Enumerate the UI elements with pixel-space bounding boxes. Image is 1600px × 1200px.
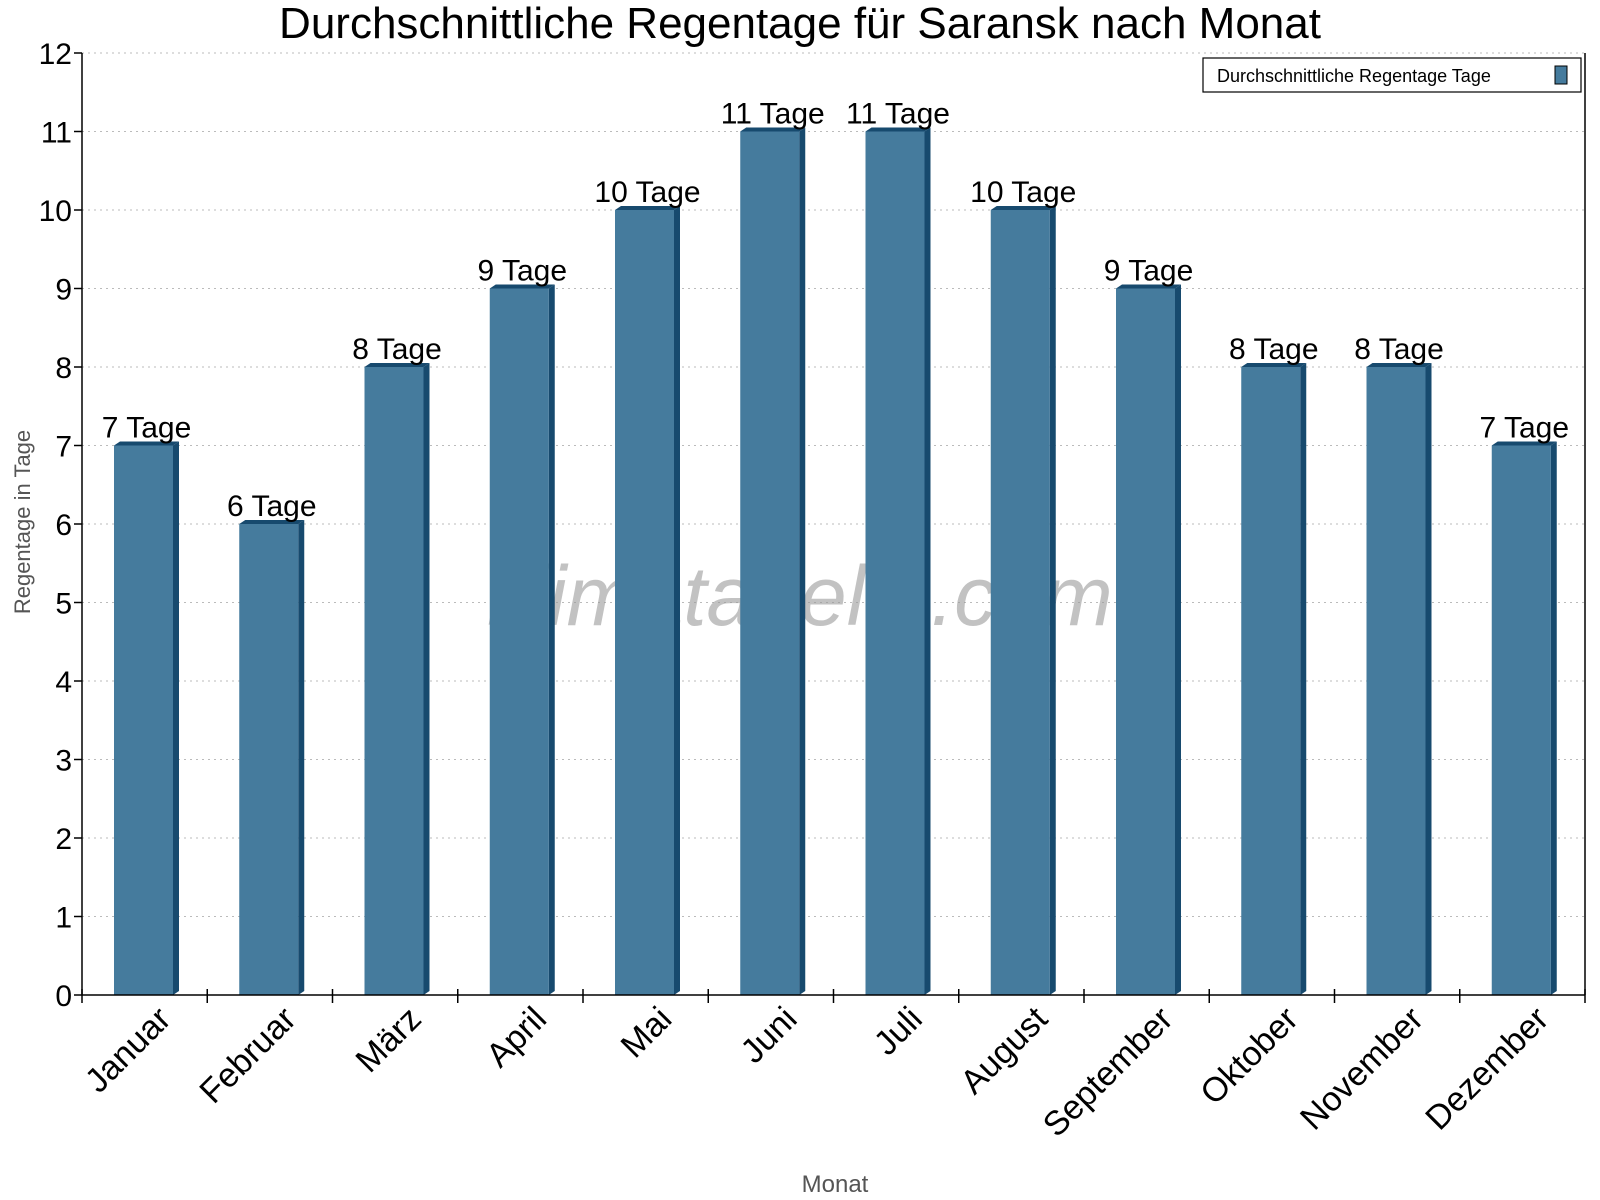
data-label: 6 Tage bbox=[227, 490, 317, 523]
y-tick-label: 5 bbox=[55, 588, 72, 621]
x-tick-label: Juni bbox=[734, 1000, 805, 1071]
data-label: 11 Tage bbox=[846, 98, 950, 131]
x-tick-label: Juli bbox=[867, 1000, 930, 1063]
x-tick-label: September bbox=[1036, 1000, 1180, 1144]
data-label: 7 Tage bbox=[1479, 412, 1569, 445]
y-tick-label: 9 bbox=[55, 274, 72, 307]
bar-top bbox=[489, 284, 555, 289]
chart-title: Durchschnittliche Regentage für Saransk … bbox=[279, 0, 1321, 48]
bar-side bbox=[173, 441, 179, 995]
x-tick-label: Mai bbox=[614, 1000, 680, 1066]
y-tick-label: 6 bbox=[55, 509, 72, 542]
x-tick-label: November bbox=[1293, 1000, 1431, 1138]
bar-top bbox=[865, 127, 931, 132]
bar bbox=[489, 288, 549, 995]
bar-top bbox=[1241, 363, 1307, 367]
data-label: 8 Tage bbox=[352, 333, 442, 366]
bar-side bbox=[1175, 284, 1181, 995]
bar bbox=[1491, 445, 1551, 995]
legend-swatch bbox=[1554, 65, 1568, 85]
x-tick-label: April bbox=[479, 1000, 554, 1075]
bar-side bbox=[298, 520, 305, 995]
bar bbox=[990, 210, 1050, 995]
y-tick-label: 3 bbox=[55, 745, 72, 778]
bar-side bbox=[1425, 363, 1432, 995]
bar-top bbox=[1491, 441, 1557, 446]
y-tick-label: 1 bbox=[55, 902, 72, 935]
data-label: 9 Tage bbox=[1104, 255, 1194, 288]
data-label: 8 Tage bbox=[1229, 333, 1319, 366]
bar-top bbox=[615, 206, 680, 210]
bars: 7 Tage 6 Tage 8 Tage 9 Tage 10 Tage 11 Tage 11… bbox=[102, 98, 1569, 995]
y-tick-label: 12 bbox=[39, 38, 72, 71]
y-axis-label: Regentage in Tage bbox=[10, 430, 35, 614]
bar-top bbox=[990, 206, 1056, 210]
y-tick-label: 0 bbox=[55, 980, 72, 1013]
x-tick-label: Januar bbox=[78, 1000, 178, 1100]
legend-box bbox=[1202, 57, 1582, 93]
x-tick-label: März bbox=[348, 1000, 428, 1080]
data-label: 10 Tage bbox=[594, 176, 700, 209]
bar bbox=[1116, 288, 1175, 995]
bar-side bbox=[799, 127, 806, 995]
y-tick-label: 10 bbox=[39, 195, 72, 228]
bar-top bbox=[1366, 363, 1432, 367]
bar bbox=[865, 131, 925, 995]
y-tick-label: 4 bbox=[55, 666, 72, 699]
bar-side bbox=[1550, 441, 1557, 995]
bar-side bbox=[924, 127, 931, 995]
bar bbox=[1241, 367, 1301, 995]
x-tick-label: Dezember bbox=[1418, 1000, 1556, 1138]
data-label: 7 Tage bbox=[102, 412, 192, 445]
bar-side bbox=[423, 363, 430, 995]
gridlines bbox=[82, 52, 1585, 917]
bar bbox=[114, 445, 173, 995]
bar-side bbox=[674, 206, 680, 995]
bar-top bbox=[1116, 284, 1181, 289]
data-label: 8 Tage bbox=[1354, 333, 1444, 366]
bar bbox=[239, 524, 299, 995]
data-label: 10 Tage bbox=[970, 176, 1076, 209]
y-tick-label: 7 bbox=[55, 431, 72, 464]
x-tick-label: Februar bbox=[192, 1000, 303, 1111]
bar bbox=[615, 210, 674, 995]
bar bbox=[364, 367, 424, 995]
bar-side bbox=[548, 284, 555, 995]
legend[interactable]: Durchschnittliche Regentage Tage bbox=[1202, 57, 1582, 93]
bar-side bbox=[1300, 363, 1307, 995]
bar-top bbox=[114, 441, 179, 446]
bar-top bbox=[364, 363, 430, 367]
bar-side bbox=[1049, 206, 1056, 995]
x-tick-label: August bbox=[953, 999, 1055, 1101]
data-label: 11 Tage bbox=[721, 98, 825, 131]
legend-label: Durchschnittliche Regentage Tage bbox=[1217, 66, 1491, 86]
y-tick-label: 11 bbox=[41, 117, 72, 150]
data-label: 9 Tage bbox=[477, 255, 567, 288]
bar-top bbox=[740, 127, 806, 132]
y-tick-label: 8 bbox=[55, 352, 72, 385]
bar-top bbox=[239, 520, 305, 524]
bar bbox=[740, 131, 800, 995]
bar bbox=[1366, 367, 1426, 995]
y-tick-label: 2 bbox=[55, 823, 72, 856]
x-tick-label: Oktober bbox=[1193, 1000, 1305, 1112]
x-axis-label: Monat bbox=[802, 1171, 869, 1198]
